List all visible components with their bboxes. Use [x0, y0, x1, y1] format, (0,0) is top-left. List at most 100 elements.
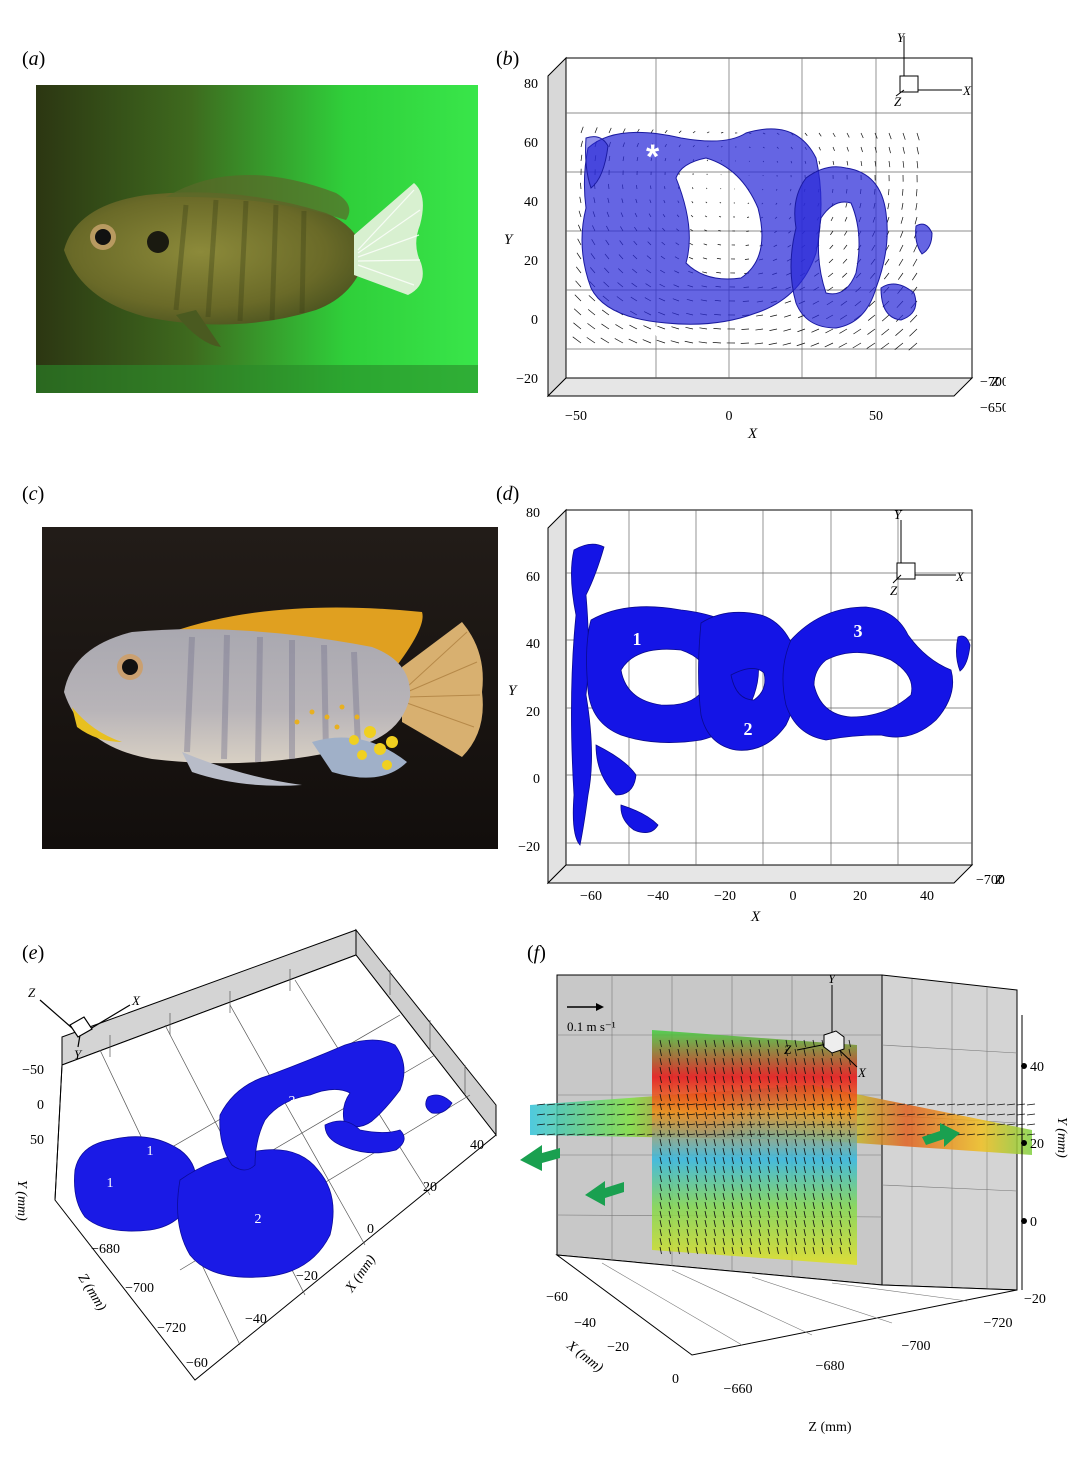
- velocity-vector: [722, 1138, 725, 1147]
- velocity-vector: [704, 1210, 707, 1219]
- velocity-vector: [686, 1201, 689, 1210]
- velocity-vector: [916, 1123, 926, 1126]
- velocity-vector: [659, 1246, 662, 1255]
- y-tick: 0: [531, 313, 538, 328]
- velocity-vector: [767, 1147, 770, 1156]
- velocity-vector: [546, 1103, 556, 1106]
- velocity-vector: [704, 1093, 707, 1102]
- velocity-vector: [803, 1174, 806, 1183]
- velocity-vector: [803, 1237, 806, 1246]
- velocity-vector: [659, 1183, 662, 1192]
- velocity-vector: [749, 1093, 752, 1102]
- velocity-vector: [830, 1174, 833, 1183]
- velocity-vector: [556, 1113, 566, 1116]
- velocity-vector: [695, 1210, 698, 1219]
- velocity-vector: [740, 1048, 743, 1057]
- velocity-vector: [731, 1210, 734, 1219]
- velocity-vector: [785, 1219, 788, 1228]
- velocity-vector: [659, 1156, 662, 1165]
- velocity-vector: [716, 1103, 726, 1106]
- velocity-vector: [996, 1113, 1006, 1116]
- z-axis-label: Z: [991, 375, 999, 390]
- velocity-vector: [766, 1113, 776, 1116]
- velocity-vector: [936, 1103, 946, 1106]
- velocity-vector: [746, 1123, 756, 1126]
- velocity-vector: [785, 1174, 788, 1183]
- velocity-vector: [816, 1103, 826, 1106]
- velocity-vector: [740, 1246, 743, 1255]
- velocity-vector: [776, 1246, 779, 1255]
- x-tick: 20: [853, 889, 867, 904]
- y-tick: 40: [1030, 1060, 1044, 1075]
- velocity-vector: [616, 1103, 626, 1106]
- velocity-vector: [659, 1102, 662, 1111]
- velocity-vector: [876, 1123, 886, 1126]
- velocity-vector: [776, 1237, 779, 1246]
- velocity-vector: [704, 1057, 707, 1066]
- velocity-vector: [695, 1075, 698, 1084]
- velocity-vector: [821, 1129, 824, 1138]
- velocity-vector: [556, 1133, 566, 1136]
- velocity-vector: [868, 300, 876, 307]
- velocity-vector: [668, 1057, 671, 1066]
- velocity-vector: [794, 1120, 797, 1129]
- velocity-vector: [848, 1066, 851, 1075]
- velocity-vector: [731, 1048, 734, 1057]
- velocity-vector: [824, 342, 834, 348]
- velocity-vector: [876, 1113, 886, 1116]
- velocity-vector: [731, 1039, 734, 1048]
- velocity-vector: [826, 1103, 836, 1106]
- velocity-vector: [783, 328, 792, 332]
- velocity-vector: [686, 1228, 689, 1237]
- velocity-vector: [909, 328, 918, 337]
- velocity-vector: [745, 244, 750, 246]
- velocity-vector: [848, 1084, 851, 1093]
- velocity-vector: [1006, 1133, 1016, 1136]
- velocity-vector: [636, 1133, 646, 1136]
- velocity-vector: [758, 1129, 761, 1138]
- velocity-vector: [702, 271, 708, 274]
- velocity-vector: [659, 1192, 662, 1201]
- y-tick: 40: [526, 637, 540, 652]
- velocity-vector: [842, 272, 848, 278]
- velocity-vector: [749, 1075, 752, 1084]
- velocity-vector: [821, 1183, 824, 1192]
- triad-z-label: Z: [894, 94, 902, 109]
- velocity-vector: [785, 1165, 788, 1174]
- velocity-vector: [816, 1133, 826, 1136]
- velocity-vector: [643, 325, 652, 330]
- velocity-vector: [666, 1113, 676, 1116]
- velocity-vector: [812, 1228, 815, 1237]
- velocity-vector: [830, 1183, 833, 1192]
- velocity-vector: [785, 1075, 788, 1084]
- velocity-vector: [668, 1237, 671, 1246]
- y-tick: 20: [526, 705, 540, 720]
- velocity-vector: [741, 328, 750, 330]
- velocity-vector: [684, 340, 694, 344]
- velocity-vector: [756, 1103, 766, 1106]
- velocity-vector: [818, 160, 821, 165]
- velocity-vector: [830, 1201, 833, 1210]
- vortex-isosurface-d: [571, 543, 971, 846]
- velocity-vector: [794, 1219, 797, 1228]
- velocity-vector: [839, 1219, 842, 1228]
- velocity-vector: [626, 1103, 636, 1106]
- velocity-vector: [758, 1111, 761, 1120]
- velocity-vector: [642, 339, 652, 344]
- velocity-vector: [839, 1210, 842, 1219]
- y-tick: 50: [30, 1133, 44, 1148]
- x-tick: −40: [574, 1316, 596, 1331]
- velocity-vector: [818, 132, 822, 137]
- velocity-vector: [677, 1156, 680, 1165]
- velocity-vector: [866, 1103, 876, 1106]
- velocity-vector: [656, 339, 666, 344]
- velocity-vector: [536, 1123, 546, 1126]
- velocity-vector: [686, 1129, 689, 1138]
- velocity-vector: [956, 1133, 966, 1136]
- triad-y-label: Y: [897, 30, 906, 45]
- velocity-vector: [758, 1102, 761, 1111]
- velocity-vector: [776, 1147, 779, 1156]
- velocity-vector: [803, 1093, 806, 1102]
- velocity-vector: [812, 1093, 815, 1102]
- velocity-vector: [803, 1111, 806, 1120]
